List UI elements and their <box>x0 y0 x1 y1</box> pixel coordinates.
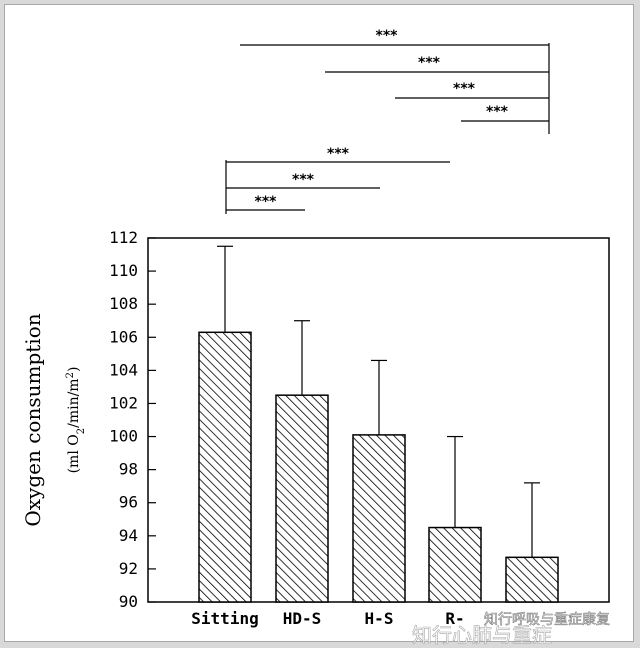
significance-brackets: *** *** *** *** *** *** *** <box>225 28 550 214</box>
sig-label-left-2: *** <box>327 146 350 162</box>
y-tick-label-106: 106 <box>109 327 138 346</box>
unit-part-5: ) <box>66 367 82 372</box>
y-tick-label-112: 112 <box>109 228 138 247</box>
bar-HD-S <box>275 394 329 603</box>
y-tick-label-104: 104 <box>109 360 138 379</box>
bar-H-S <box>352 434 406 603</box>
y-tick-label-94: 94 <box>119 526 138 545</box>
unit-part-1: (ml O <box>66 434 82 473</box>
bar-Sitting <box>198 331 252 603</box>
unit-part-2: 2 <box>76 428 87 434</box>
sig-label-left-0: *** <box>255 194 278 210</box>
bars <box>198 331 559 603</box>
y-tick-label-102: 102 <box>109 393 138 412</box>
y-tick-label-96: 96 <box>119 493 138 512</box>
sig-label-right-3: *** <box>376 28 399 44</box>
y-tick-label-92: 92 <box>119 559 138 578</box>
y-axis-title-group: Oxygen consumption <box>21 313 45 526</box>
error-bars <box>217 245 540 558</box>
y-tick-label-110: 110 <box>109 261 138 280</box>
y-tick-label-100: 100 <box>109 427 138 446</box>
sig-label-right-2: *** <box>418 55 441 71</box>
x-label-HD-S: HD-S <box>283 609 322 628</box>
sig-label-right-0: *** <box>486 104 509 120</box>
unit-part-4: 2 <box>65 372 76 378</box>
y-tick-label-90: 90 <box>119 592 138 611</box>
x-label-H-S: H-S <box>365 609 394 628</box>
y-axis-unit-group: (ml O2/min/m2) <box>65 367 87 474</box>
y-axis-ticks: 90 92 94 96 98 100 102 104 106 108 110 112 <box>109 228 156 611</box>
sig-label-left-1: *** <box>292 172 315 188</box>
watermark: 知行呼吸与重症康复 知行心肺与重症 <box>412 611 611 648</box>
x-label-Sitting: Sitting <box>191 609 258 628</box>
bar-R-S <box>428 526 482 603</box>
y-tick-label-108: 108 <box>109 294 138 313</box>
watermark-line-2: 知行心肺与重症 <box>412 623 552 647</box>
y-axis-unit: (ml O2/min/m2) <box>65 367 87 474</box>
x-axis-labels: Sitting HD-S H-S R- <box>191 609 464 628</box>
watermark-line-1: 知行呼吸与重症康复 <box>484 611 610 628</box>
y-axis-title: Oxygen consumption <box>21 313 45 526</box>
x-label-R-S: R- <box>445 609 464 628</box>
bar-L-S <box>505 556 559 603</box>
sig-label-right-1: *** <box>453 81 476 97</box>
unit-part-3: /min/m <box>66 378 82 427</box>
y-tick-label-98: 98 <box>119 460 138 479</box>
